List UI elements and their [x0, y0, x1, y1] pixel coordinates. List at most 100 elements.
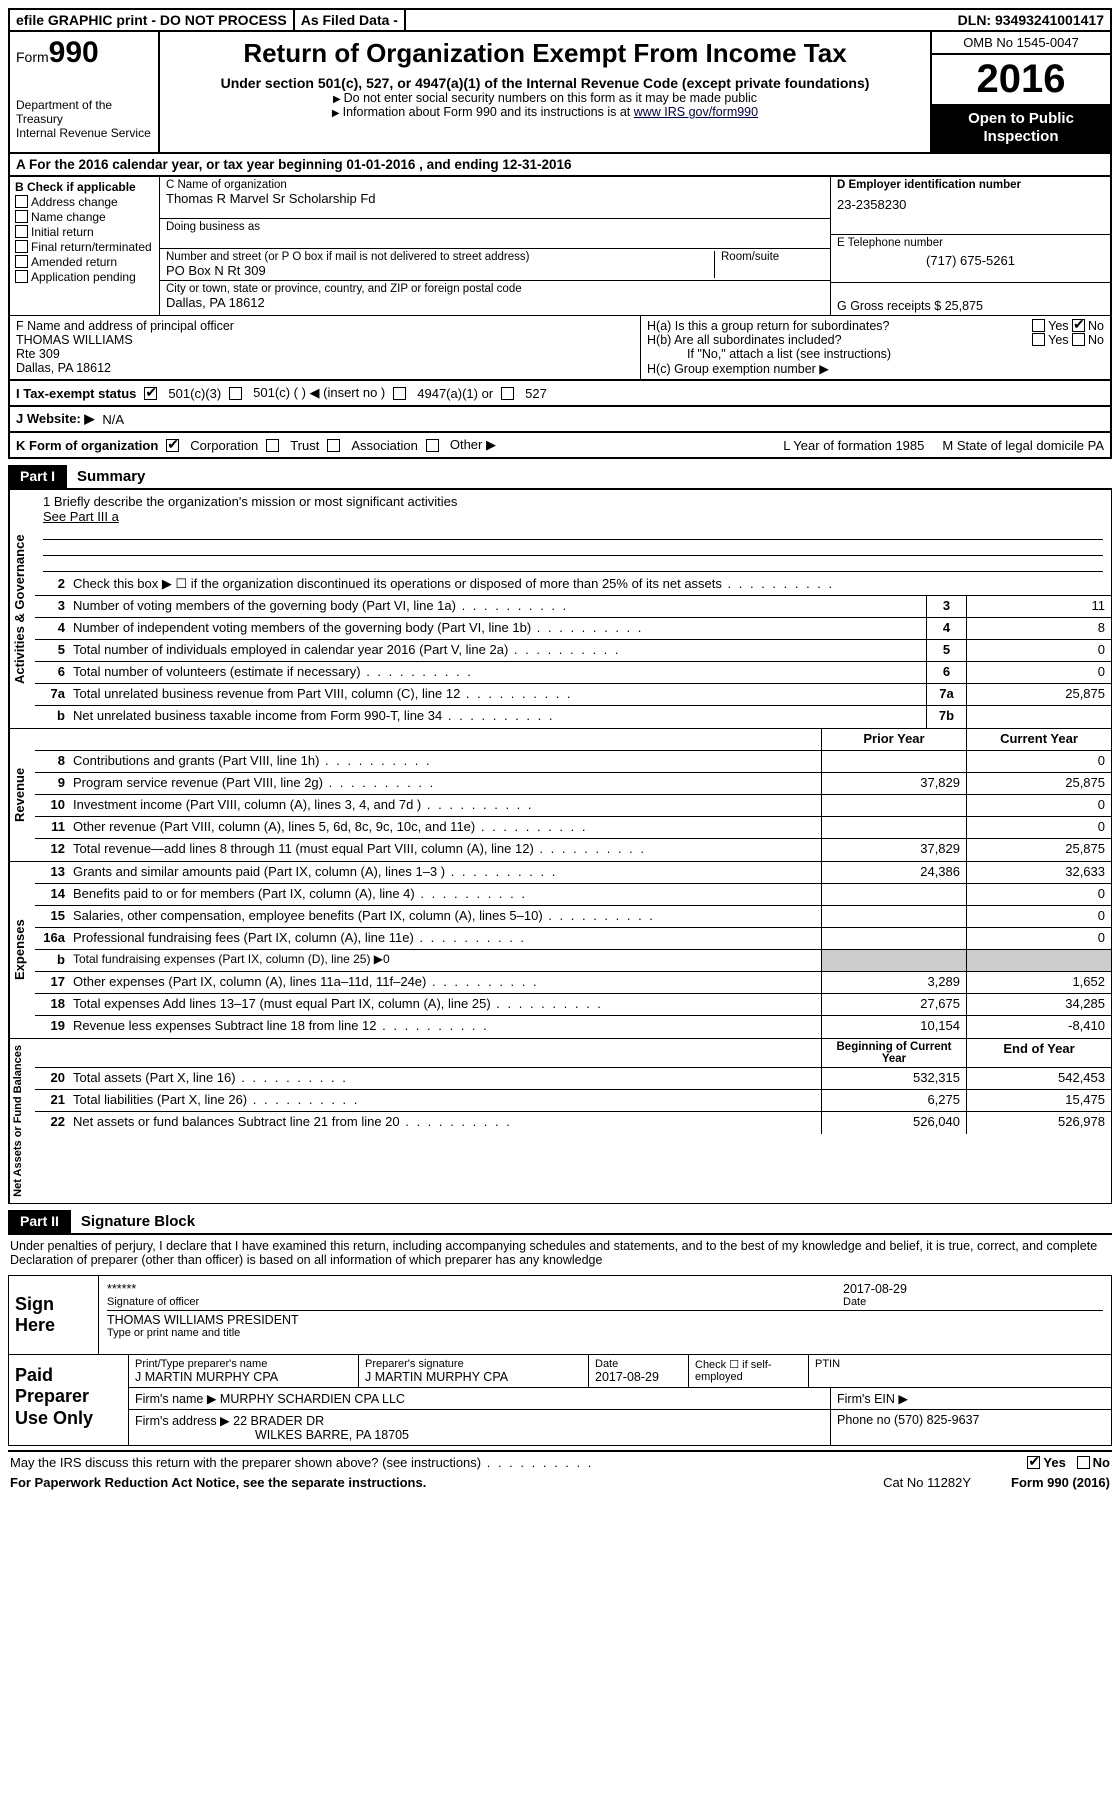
hdr-end-year: End of Year [966, 1039, 1111, 1067]
activities-governance: Activities & Governance 1 Briefly descri… [8, 490, 1112, 729]
org-city: Dallas, PA 18612 [166, 295, 824, 310]
officer-addr1: Rte 309 [16, 347, 634, 361]
part-i-header: Part I Summary [8, 465, 1112, 490]
perjury-text: Under penalties of perjury, I declare th… [8, 1235, 1112, 1271]
summary-line: 4Number of independent voting members of… [35, 618, 1111, 640]
tax-year: 2016 [932, 55, 1110, 104]
self-employed-check[interactable]: Check ☐ if self-employed [689, 1355, 809, 1387]
row-j: J Website: ▶ N/A [8, 407, 1112, 433]
b-title: B Check if applicable [15, 180, 136, 194]
summary-line: 8Contributions and grants (Part VIII, li… [35, 751, 1111, 773]
summary-line: 19Revenue less expenses Subtract line 18… [35, 1016, 1111, 1038]
irs-link[interactable]: www IRS gov/form990 [634, 105, 758, 119]
footer-row: For Paperwork Reduction Act Notice, see … [8, 1473, 1112, 1492]
row-k: K Form of organization Corporation Trust… [8, 433, 1112, 459]
hdr-current-year: Current Year [966, 729, 1111, 750]
sig-stars: ****** [107, 1282, 843, 1296]
preparer-name: J MARTIN MURPHY CPA [135, 1370, 352, 1384]
summary-line: 7aTotal unrelated business revenue from … [35, 684, 1111, 706]
h-ifno: If "No," attach a list (see instructions… [647, 347, 1104, 361]
summary-line: 3Number of voting members of the governi… [35, 596, 1111, 618]
firm-addr: Firm's address ▶ 22 BRADER DR [135, 1413, 824, 1428]
summary-line: bNet unrelated business taxable income f… [35, 706, 1111, 728]
identity-block: B Check if applicable Address change Nam… [8, 177, 1112, 315]
chk-app-pending[interactable]: Application pending [15, 270, 154, 284]
ssn-note: Do not enter social security numbers on … [168, 91, 922, 105]
summary-line: 13Grants and similar amounts paid (Part … [35, 862, 1111, 884]
room-label: Room/suite [721, 251, 824, 263]
e-label: E Telephone number [837, 237, 1104, 249]
summary-line: 6Total number of volunteers (estimate if… [35, 662, 1111, 684]
irs-label: Internal Revenue Service [16, 126, 152, 140]
officer-printed-name: THOMAS WILLIAMS PRESIDENT [107, 1313, 1103, 1327]
vlabel-exp: Expenses [9, 862, 35, 1038]
g-label: G Gross receipts $ [837, 299, 941, 313]
mission-a: See Part III a [43, 509, 1103, 524]
summary-line: 12Total revenue—add lines 8 through 11 (… [35, 839, 1111, 861]
form-number: Form990 [16, 36, 152, 70]
efile-notice: efile GRAPHIC print - DO NOT PROCESS [10, 10, 295, 30]
as-filed: As Filed Data - [295, 10, 406, 30]
org-name: Thomas R Marvel Sr Scholarship Fd [166, 191, 824, 206]
paid-preparer-block: Paid Preparer Use Only Print/Type prepar… [8, 1355, 1112, 1446]
dln: DLN: 93493241001417 [952, 10, 1110, 30]
summary-line: 20Total assets (Part X, line 16)532,3155… [35, 1068, 1111, 1090]
summary-line: 22Net assets or fund balances Subtract l… [35, 1112, 1111, 1134]
summary-line: 11Other revenue (Part VIII, column (A), … [35, 817, 1111, 839]
summary-line: 15Salaries, other compensation, employee… [35, 906, 1111, 928]
summary-line: 9Program service revenue (Part VIII, lin… [35, 773, 1111, 795]
row-a: A For the 2016 calendar year, or tax yea… [8, 154, 1112, 177]
ptin-label: PTIN [809, 1355, 1111, 1387]
org-address: PO Box N Rt 309 [166, 263, 714, 278]
type-print-name: Type or print name and title [107, 1327, 1103, 1339]
form-title: Return of Organization Exempt From Incom… [168, 38, 922, 69]
summary-line: 10Investment income (Part VIII, column (… [35, 795, 1111, 817]
top-bar: efile GRAPHIC print - DO NOT PROCESS As … [8, 8, 1112, 32]
summary-line: 14Benefits paid to or for members (Part … [35, 884, 1111, 906]
l-year: L Year of formation 1985 [783, 438, 924, 453]
chk-initial-return[interactable]: Initial return [15, 225, 154, 239]
chk-name-change[interactable]: Name change [15, 210, 154, 224]
summary-line: 21Total liabilities (Part X, line 26)6,2… [35, 1090, 1111, 1112]
sign-here-label: Sign Here [9, 1276, 99, 1354]
row-i: I Tax-exempt status 501(c)(3) 501(c) ( )… [8, 381, 1112, 407]
summary-line: 18Total expenses Add lines 13–17 (must e… [35, 994, 1111, 1016]
firm-city: WILKES BARRE, PA 18705 [135, 1428, 824, 1442]
chk-address-change[interactable]: Address change [15, 195, 154, 209]
section-b: B Check if applicable Address change Nam… [10, 177, 160, 315]
gross-receipts: 25,875 [945, 299, 983, 313]
summary-line: 16aProfessional fundraising fees (Part I… [35, 928, 1111, 950]
chk-amended[interactable]: Amended return [15, 255, 154, 269]
section-h: H(a) Is this a group return for subordin… [640, 316, 1110, 379]
vlabel-na: Net Assets or Fund Balances [9, 1039, 35, 1203]
open-public: Open to Public Inspection [932, 104, 1110, 152]
sig-of-officer: Signature of officer [107, 1296, 843, 1308]
hdr-prior-year: Prior Year [821, 729, 966, 750]
chk-final-return[interactable]: Final return/terminated [15, 240, 154, 254]
firm-name: Firm's name ▶ MURPHY SCHARDIEN CPA LLC [129, 1388, 831, 1409]
summary-line: 17Other expenses (Part IX, column (A), l… [35, 972, 1111, 994]
sign-here-block: Sign Here ****** Signature of officer 20… [8, 1275, 1112, 1355]
hb-label: H(b) Are all subordinates included? [647, 333, 1032, 347]
addr-label: Number and street (or P O box if mail is… [166, 251, 714, 263]
dept-treasury: Department of the Treasury [16, 98, 152, 126]
form-header: Form990 Department of the Treasury Inter… [8, 32, 1112, 154]
vlabel-rev: Revenue [9, 729, 35, 861]
hc-label: H(c) Group exemption number ▶ [647, 361, 1104, 376]
hdr-begin-year: Beginning of Current Year [821, 1039, 966, 1067]
summary-line: 5Total number of individuals employed in… [35, 640, 1111, 662]
vlabel-ag: Activities & Governance [9, 490, 35, 728]
ein-value: 23-2358230 [837, 191, 1104, 212]
paid-preparer-label: Paid Preparer Use Only [9, 1355, 129, 1445]
dba-label: Doing business as [166, 221, 824, 233]
city-label: City or town, state or province, country… [166, 283, 824, 295]
c-label: C Name of organization [166, 179, 824, 191]
phone-value: (717) 675-5261 [837, 249, 1104, 268]
form-subtitle: Under section 501(c), 527, or 4947(a)(1)… [168, 75, 922, 91]
firm-ein: Firm's EIN ▶ [831, 1388, 1111, 1409]
summary-line: bTotal fundraising expenses (Part IX, co… [35, 950, 1111, 972]
part-ii-header: Part II Signature Block [8, 1210, 1112, 1235]
section-f: F Name and address of principal officer … [10, 316, 640, 379]
d-label: D Employer identification number [837, 179, 1104, 191]
f-label: F Name and address of principal officer [16, 319, 634, 333]
